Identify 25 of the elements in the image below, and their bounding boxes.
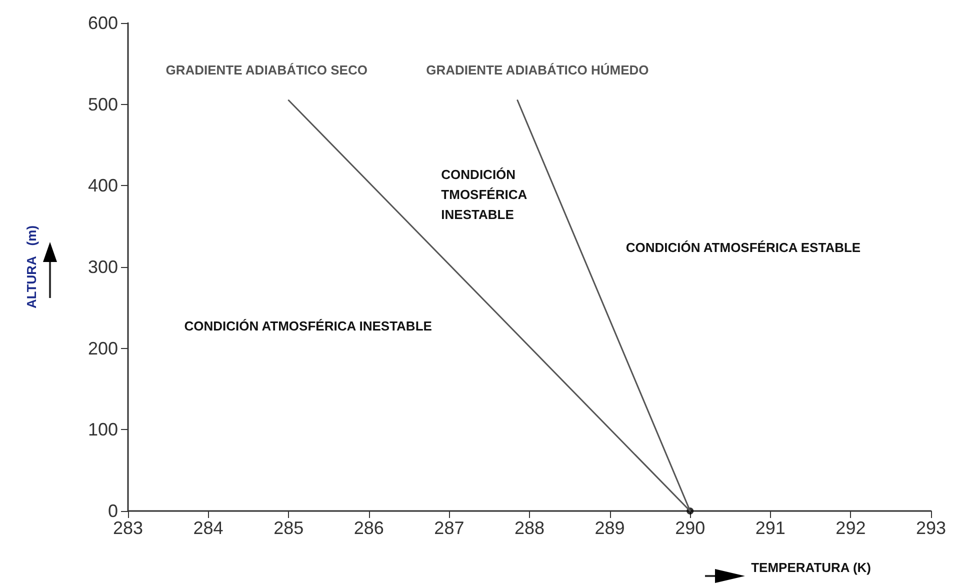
y-tick-label: 300 — [88, 257, 118, 277]
y-tick-label: 500 — [88, 94, 118, 114]
text: GRADIENTE ADIABÁTICO SECO — [166, 62, 368, 78]
x-tick-label: 289 — [594, 518, 625, 538]
y-tick-label: 200 — [88, 338, 118, 358]
x-tick-label: 285 — [274, 518, 304, 538]
x-tick-label: 291 — [755, 518, 786, 538]
x-tick-label: 293 — [916, 518, 946, 538]
x-tick-label: 283 — [112, 518, 144, 538]
x-tick-label: 288 — [514, 518, 545, 538]
x-tick-label: 284 — [193, 518, 224, 538]
x-tick-label: 292 — [836, 518, 866, 538]
y-tick-label: 400 — [88, 176, 118, 196]
x-tick-label: 290 — [675, 518, 706, 538]
text: GRADIENTE ADIABÁTICO HÚMEDO — [426, 62, 649, 78]
y-tick-label: 600 — [88, 13, 118, 33]
annotation: CONDICIÓN ATMOSFÉRICA ESTABLE — [626, 240, 861, 256]
y-tick-label: 100 — [88, 420, 118, 440]
y-axis-title: ALTURA (m) — [24, 225, 39, 309]
x-tick-label: 287 — [434, 518, 464, 538]
y-tick-label: 0 — [108, 501, 118, 521]
x-axis-title: TEMPERATURA (K) — [751, 560, 871, 575]
annotation: CONDICIÓN TMOSFÉRICA INESTABLE — [441, 167, 528, 222]
x-tick-label: 286 — [354, 518, 384, 538]
annotation: CONDICIÓN ATMOSFÉRICA INESTABLE — [184, 318, 432, 334]
